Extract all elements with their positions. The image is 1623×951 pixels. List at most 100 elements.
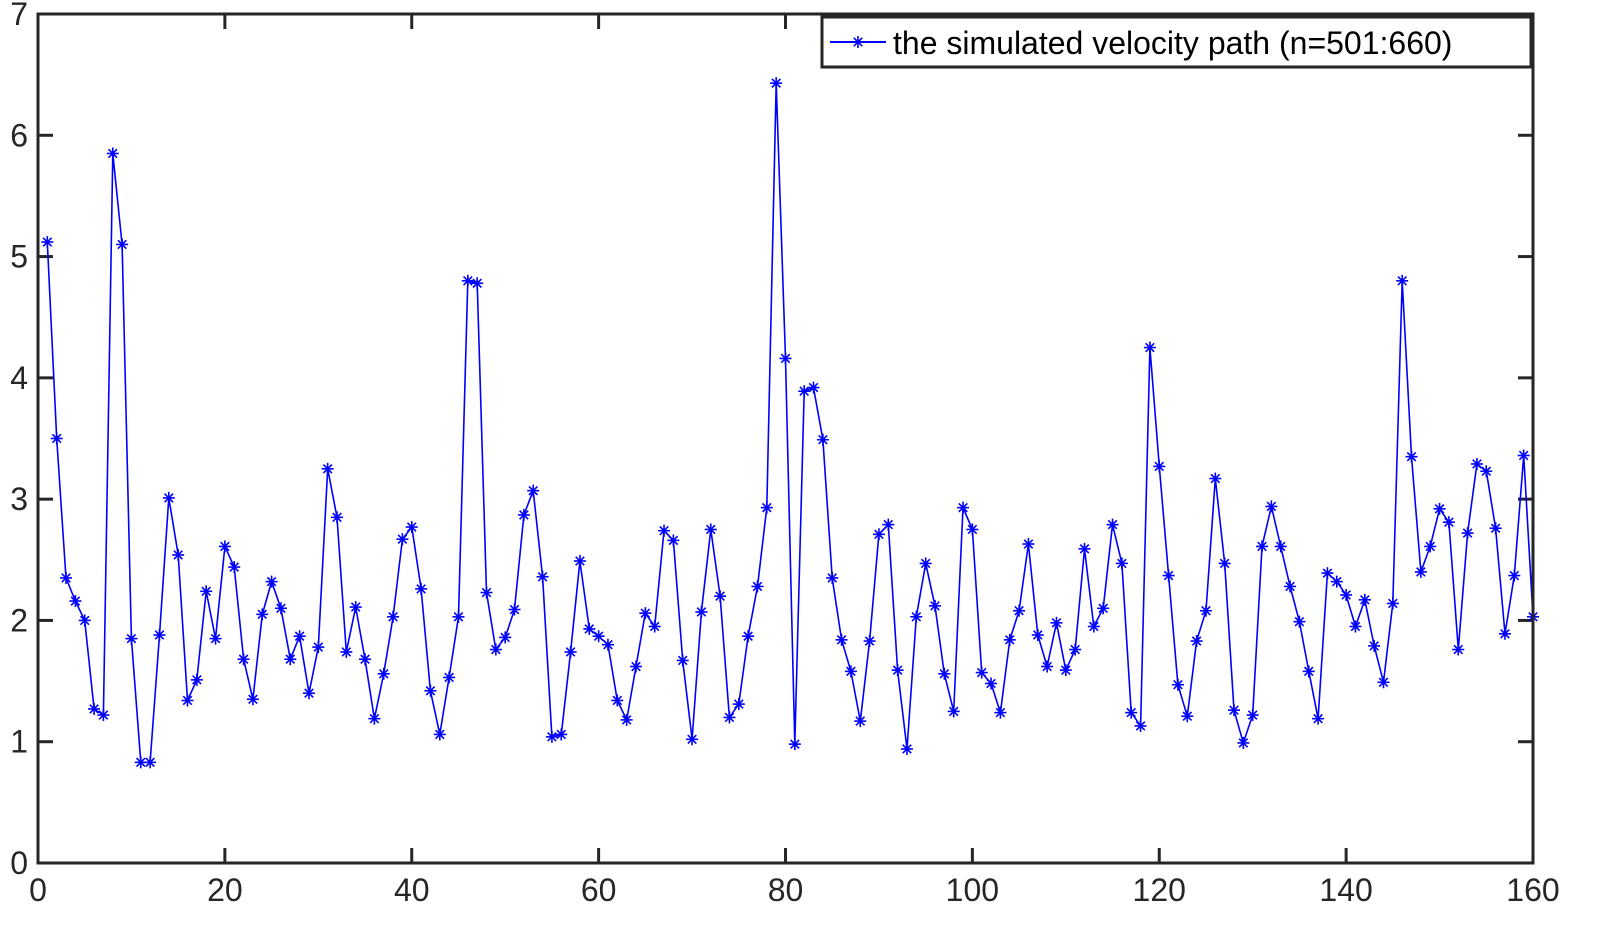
x-tick-label: 160	[1506, 872, 1559, 908]
data-point-marker	[760, 501, 773, 514]
data-point-marker	[592, 630, 605, 643]
data-point-marker	[1489, 522, 1502, 535]
data-point-marker	[966, 523, 979, 536]
data-point-marker	[1274, 540, 1287, 553]
data-point-marker	[1022, 538, 1035, 551]
data-point-marker	[732, 698, 745, 711]
y-tick-label: 3	[10, 481, 28, 517]
data-point-marker	[246, 693, 259, 706]
data-point-marker	[190, 673, 203, 686]
data-point-marker	[97, 709, 110, 722]
data-point-marker	[676, 654, 689, 667]
x-tick-label: 40	[394, 872, 430, 908]
data-point-marker	[1181, 710, 1194, 723]
data-point-marker	[340, 645, 353, 658]
data-point-marker	[611, 694, 624, 707]
data-point-marker	[387, 610, 400, 623]
data-point-marker	[994, 706, 1007, 719]
x-tick-label: 20	[207, 872, 243, 908]
data-point-marker	[181, 694, 194, 707]
data-point-marker	[471, 277, 484, 290]
data-point-marker	[499, 631, 512, 644]
data-point-marker	[1228, 704, 1240, 717]
data-point-marker	[1517, 449, 1530, 462]
y-tick-label: 7	[10, 0, 28, 32]
data-point-marker	[573, 554, 586, 567]
data-point-marker	[209, 632, 222, 645]
data-point-marker	[1470, 457, 1483, 470]
data-point-marker	[1498, 627, 1511, 640]
data-point-marker	[583, 622, 596, 635]
data-point-marker	[50, 432, 63, 445]
y-tick-label: 4	[10, 360, 28, 396]
x-tick-label: 0	[29, 872, 47, 908]
data-point-marker	[1433, 502, 1446, 515]
y-tick-label: 1	[10, 724, 28, 760]
data-point-marker	[312, 641, 325, 654]
data-point-marker	[527, 484, 540, 497]
data-point-marker	[162, 491, 175, 504]
data-point-marker	[331, 511, 343, 524]
legend-marker-icon	[852, 36, 864, 48]
data-point-marker	[405, 521, 418, 534]
data-point-marker	[302, 687, 315, 700]
data-point-marker	[1330, 575, 1343, 588]
x-tick-label: 140	[1319, 872, 1372, 908]
data-point-marker	[620, 713, 633, 726]
data-point-marker	[1508, 569, 1521, 582]
data-point-marker	[78, 614, 91, 627]
data-point-marker	[415, 582, 428, 595]
data-point-marker	[1115, 557, 1128, 570]
data-point-marker	[60, 571, 73, 584]
data-point-marker	[1143, 341, 1156, 354]
data-point-marker	[1050, 616, 1063, 629]
data-point-marker	[200, 585, 213, 598]
x-tick-labels: 0 20 40 60 80 100 120 140 160	[29, 872, 1560, 908]
data-point-marker	[1321, 567, 1334, 580]
data-point-marker	[947, 705, 960, 718]
data-point-marker	[564, 645, 577, 658]
data-point-marker	[1442, 516, 1455, 529]
data-point-marker	[1218, 557, 1231, 570]
data-point-marker	[321, 462, 334, 475]
data-point-marker	[1424, 540, 1437, 553]
data-point-marker	[106, 147, 119, 160]
data-point-marker	[779, 352, 792, 365]
data-point-marker	[284, 653, 297, 666]
y-tick-label: 5	[10, 239, 28, 275]
data-point-marker	[704, 523, 717, 536]
data-point-marker	[237, 653, 250, 666]
data-point-marker	[218, 540, 231, 553]
data-point-marker	[695, 605, 708, 618]
data-point-marker	[293, 630, 306, 643]
data-point-marker	[714, 590, 727, 603]
data-point-marker	[1134, 719, 1147, 732]
data-point-marker	[489, 643, 502, 656]
data-point-marker	[555, 728, 568, 741]
data-point-marker	[461, 274, 474, 287]
data-point-marker	[1405, 450, 1418, 463]
data-point-marker	[1386, 597, 1399, 610]
data-point-marker	[1265, 500, 1278, 513]
data-point-marker	[1284, 580, 1297, 593]
data-point-marker	[807, 381, 820, 394]
data-point-marker	[508, 603, 521, 616]
data-point-marker	[686, 733, 699, 746]
data-point-marker	[751, 580, 764, 593]
data-point-marker	[863, 635, 876, 648]
legend-asterisk	[852, 36, 864, 48]
data-point-marker	[41, 236, 54, 249]
data-point-marker	[891, 664, 904, 677]
data-point-marker	[957, 501, 970, 514]
data-point-marker	[1078, 542, 1091, 555]
data-point-marker	[1312, 712, 1325, 725]
y-tick-labels: 0 1 2 3 4 5 6 7	[10, 0, 28, 881]
data-point-marker	[985, 677, 998, 690]
series-line-group	[41, 77, 1539, 769]
data-point-marker	[125, 632, 138, 645]
data-point-marker	[1069, 643, 1082, 656]
data-point-marker	[517, 508, 530, 521]
x-tick-label: 80	[768, 872, 804, 908]
data-point-marker	[910, 610, 923, 623]
